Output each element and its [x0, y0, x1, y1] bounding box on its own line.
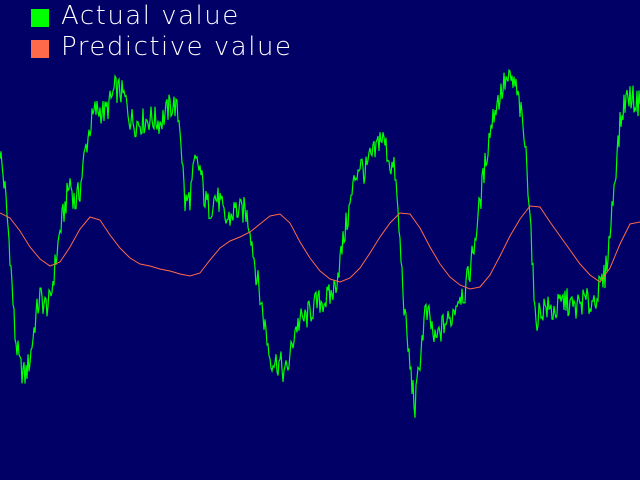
legend-swatch-predictive	[31, 40, 49, 58]
series-line-predictive	[0, 205, 640, 290]
legend-label-predictive: Predictive value	[61, 32, 292, 62]
series-line-actual	[0, 68, 640, 418]
legend-label-actual: Actual value	[61, 1, 240, 31]
series-layer	[0, 68, 640, 418]
legend: Actual value Predictive value	[31, 1, 292, 62]
legend-swatch-actual	[31, 9, 49, 27]
